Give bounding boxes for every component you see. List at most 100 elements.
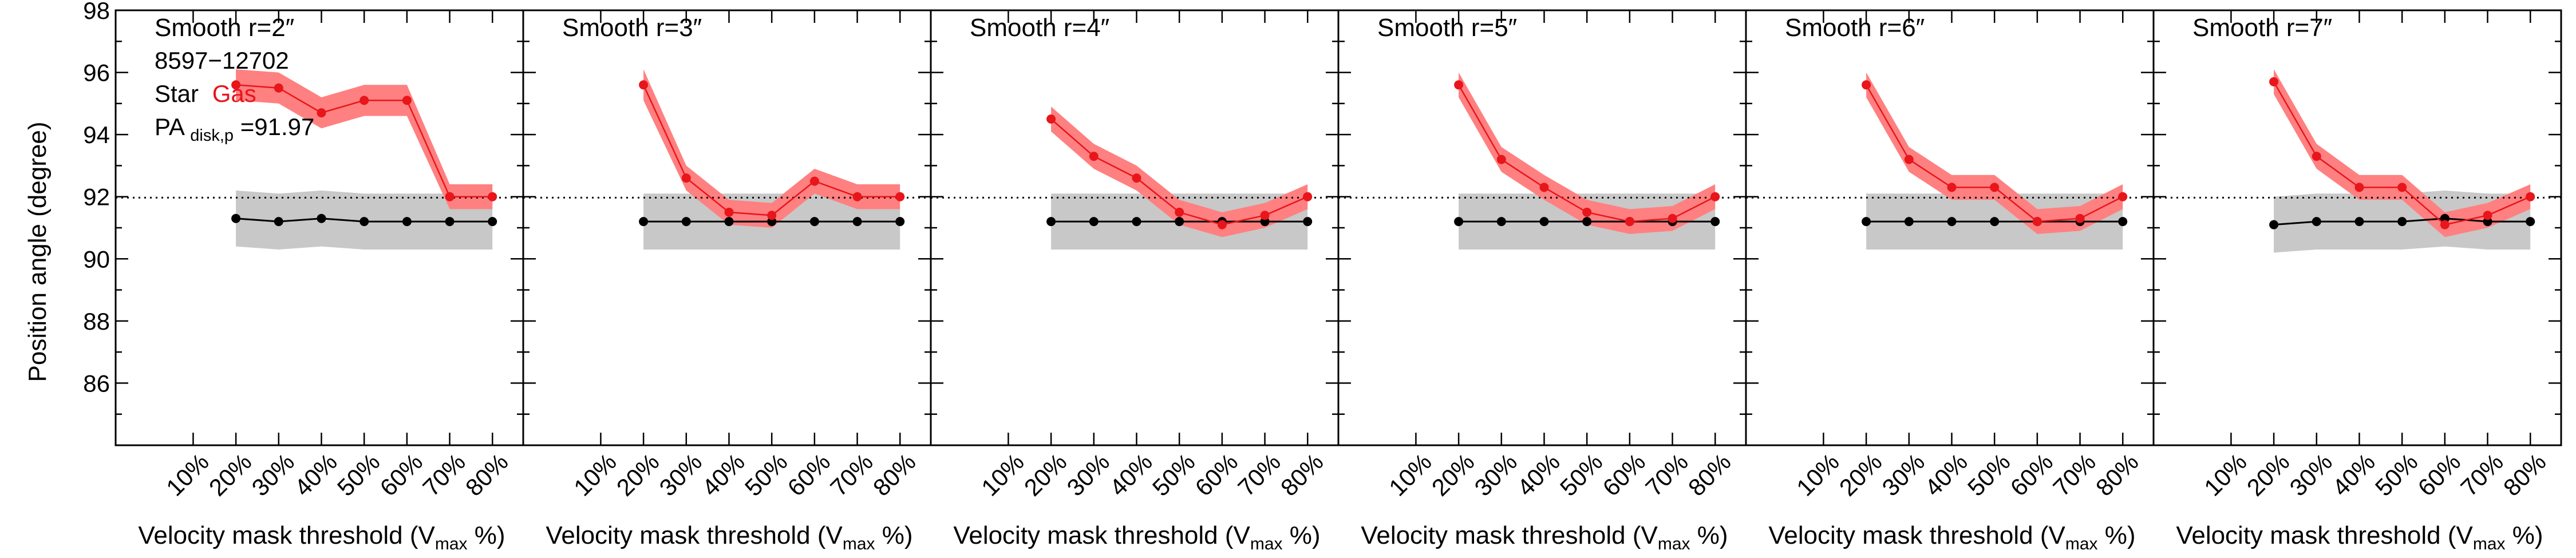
gas-band (1866, 72, 2123, 234)
gas-point-20% (1862, 80, 1871, 90)
gas-point-60% (1625, 217, 1634, 227)
x-tick-label: 80% (2498, 448, 2551, 501)
gas-point-70% (1260, 211, 1270, 220)
x-tick-label: 40% (1104, 448, 1157, 501)
x-tick-label: 10% (2199, 448, 2252, 501)
star-point-40% (1947, 217, 1957, 227)
gas-point-20% (2269, 77, 2279, 86)
gas-point-80% (488, 192, 497, 201)
star-point-50% (1582, 217, 1592, 227)
x-tick-label: 20% (1019, 448, 1072, 501)
annotation-pa: PA disk,p =91.97 (155, 113, 314, 146)
panel-4: 10%20%30%40%50%60%70%80% Smooth r=5″ Veloc… (1337, 9, 1747, 553)
gas-point-70% (2483, 211, 2492, 220)
gas-point-20% (1046, 114, 1056, 124)
panel-3: 10%20%30%40%50%60%70%80% Smooth r=4″ Veloc… (930, 9, 1340, 553)
x-tick-label: 70% (1232, 448, 1286, 501)
x-axis-label: Velocity mask threshold (Vmax %) (2176, 521, 2543, 553)
star-point-20% (2269, 220, 2279, 229)
star-point-50% (359, 217, 369, 227)
gas-point-70% (2075, 213, 2085, 223)
star-point-40% (1132, 217, 1141, 227)
star-point-20% (231, 213, 241, 223)
star-point-40% (1539, 217, 1549, 227)
gas-point-60% (402, 96, 412, 105)
x-axis-label: Velocity mask threshold (Vmax %) (953, 521, 1320, 553)
x-tick-label: 60% (1598, 448, 1651, 501)
x-tick-label: 20% (1834, 448, 1887, 501)
gas-point-20% (231, 80, 241, 90)
x-tick-label: 30% (1061, 448, 1115, 501)
pa-subscript: disk,p (190, 126, 234, 145)
star-point-50% (2397, 217, 2407, 227)
y-tick-label: 96 (83, 60, 110, 86)
gas-point-30% (1904, 155, 1914, 164)
x-tick-label: 50% (332, 448, 385, 501)
x-tick-label: 10% (976, 448, 1029, 501)
x-tick-label: 40% (1512, 448, 1565, 501)
star-point-80% (895, 217, 905, 227)
gas-point-30% (274, 83, 283, 93)
star-point-70% (852, 217, 862, 227)
gas-point-40% (1947, 183, 1957, 192)
gas-point-20% (639, 80, 649, 90)
y-axis-label: Position angle (degree) (23, 122, 52, 382)
star-point-20% (1046, 217, 1056, 227)
star-point-80% (2526, 217, 2535, 227)
x-axis-label: Velocity mask threshold (Vmax %) (138, 521, 505, 553)
x-tick-label: 10% (1384, 448, 1437, 501)
x-tick-label: 10% (161, 448, 214, 501)
panel-title: Smooth r=2″ (155, 14, 294, 42)
star-point-20% (639, 217, 649, 227)
x-tick-label: 40% (697, 448, 750, 501)
x-tick-label: 20% (1427, 448, 1480, 501)
annotation: 8597−12702 Star Gas PA disk,p =91.97 (155, 47, 314, 146)
x-tick-label: 40% (1919, 448, 1973, 501)
star-point-70% (445, 217, 455, 227)
star-point-20% (1454, 217, 1464, 227)
pa-prefix: PA (155, 113, 185, 140)
star-point-60% (809, 217, 819, 227)
star-point-80% (2118, 217, 2128, 227)
gas-point-60% (1217, 220, 1227, 229)
x-tick-label: 50% (1147, 448, 1200, 501)
star-point-30% (681, 217, 691, 227)
star-point-30% (1904, 217, 1914, 227)
x-tick-label: 70% (417, 448, 471, 501)
x-tick-label: 40% (289, 448, 342, 501)
x-tick-label: 10% (568, 448, 622, 501)
gas-point-50% (359, 96, 369, 105)
x-tick-label: 60% (375, 448, 428, 501)
x-tick-label: 30% (1469, 448, 1522, 501)
gas-band (1459, 72, 1716, 234)
panel-2: 10%20%30%40%50%60%70%80% Smooth r=3″ Veloc… (522, 9, 932, 553)
gas-point-30% (2312, 152, 2321, 161)
annotation-id: 8597−12702 (155, 47, 289, 74)
star-point-30% (1089, 217, 1099, 227)
x-tick-label: 30% (1876, 448, 1930, 501)
gas-point-80% (2526, 192, 2535, 201)
gas-point-50% (1175, 207, 1184, 217)
x-tick-label: 60% (783, 448, 836, 501)
star-label: Star (155, 80, 199, 107)
x-tick-label: 30% (246, 448, 299, 501)
gas-point-60% (2032, 217, 2042, 227)
gas-point-40% (1132, 173, 1141, 183)
x-tick-label: 20% (204, 448, 257, 501)
gas-point-60% (2440, 220, 2449, 229)
x-axis-label: Velocity mask threshold (Vmax %) (546, 521, 912, 553)
panel-title: Smooth r=3″ (562, 14, 702, 42)
star-point-50% (1990, 217, 2000, 227)
panel-title: Smooth r=5″ (1377, 14, 1517, 42)
x-tick-label: 40% (2327, 448, 2380, 501)
x-tick-label: 20% (611, 448, 665, 501)
x-axis-label: Velocity mask threshold (Vmax %) (1768, 521, 2135, 553)
x-tick-label: 70% (1640, 448, 1693, 501)
gas-point-40% (724, 207, 734, 217)
gas-point-30% (1496, 155, 1506, 164)
x-tick-label: 50% (1962, 448, 2016, 501)
star-point-40% (724, 217, 734, 227)
x-tick-label: 80% (460, 448, 513, 501)
x-tick-label: 50% (2370, 448, 2423, 501)
